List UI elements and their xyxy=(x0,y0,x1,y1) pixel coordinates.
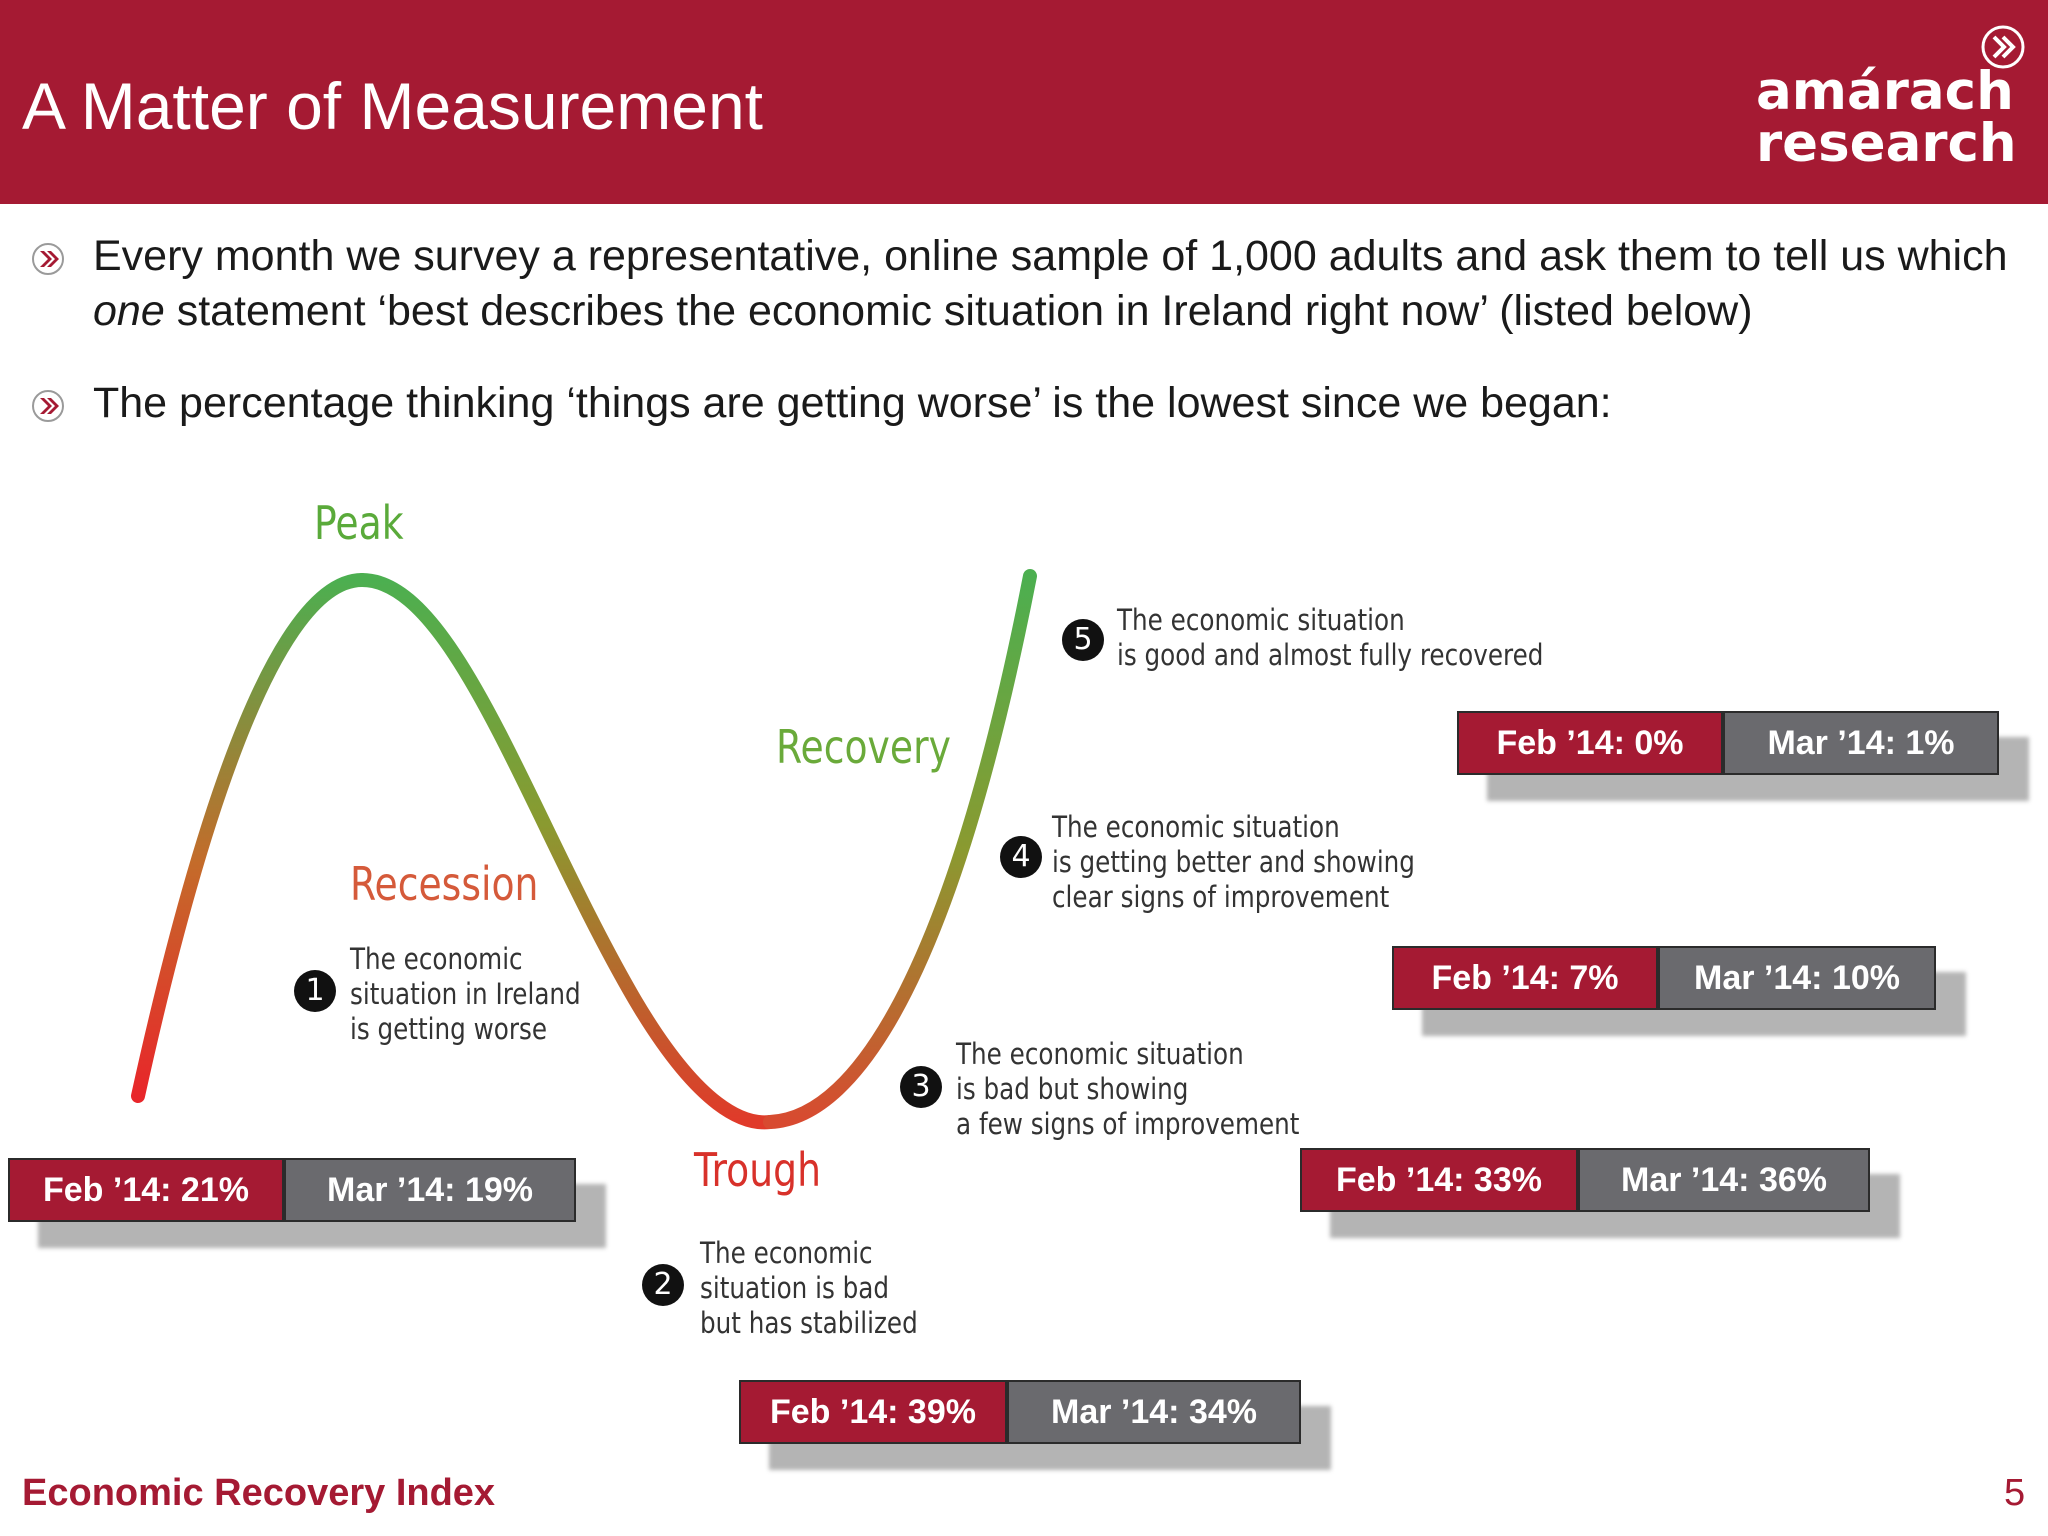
phase-label-recession: Recession xyxy=(350,857,539,911)
logo-line-2: research xyxy=(1756,113,2017,174)
logo-line-1: amárach xyxy=(1756,61,2014,122)
statement-1-line: situation in Ireland xyxy=(350,977,581,1011)
stat-1-mar: Mar ’14: 19% xyxy=(284,1158,576,1222)
chevron-circle-icon xyxy=(1981,25,2025,69)
bullet-1-text: Every month we survey a representative, … xyxy=(93,229,2020,339)
statement-1-line: The economic xyxy=(350,942,523,976)
statement-2-line: but has stabilized xyxy=(700,1306,918,1340)
bullet-2-text: The percentage thinking ‘things are gett… xyxy=(93,379,1612,427)
phase-label-peak: Peak xyxy=(314,496,404,550)
stat-5-feb: Feb ’14: 0% xyxy=(1457,711,1723,775)
slide-title: A Matter of Measurement xyxy=(22,69,763,143)
phase-label-recovery: Recovery xyxy=(776,720,951,774)
phase-label-trough: Trough xyxy=(694,1143,822,1197)
statement-1-line: is getting worse xyxy=(350,1012,548,1046)
statement-4-number: 4 xyxy=(1000,836,1042,878)
statement-3-text: The economic situation is bad but showin… xyxy=(956,1037,1299,1142)
statement-3-line: The economic situation xyxy=(956,1037,1244,1071)
statement-5-number: 5 xyxy=(1062,619,1104,661)
statement-3-line: a few signs of improvement xyxy=(956,1107,1300,1141)
stat-4-feb: Feb ’14: 7% xyxy=(1392,946,1658,1010)
stat-box-2: Feb ’14: 39% Mar ’14: 34% xyxy=(739,1380,1331,1470)
stat-box-1: Feb ’14: 21% Mar ’14: 19% xyxy=(8,1158,606,1248)
statement-2-line: situation is bad xyxy=(700,1271,890,1305)
bullet-2: The percentage thinking ‘things are gett… xyxy=(30,376,2020,431)
statement-4-text: The economic situation is getting better… xyxy=(1052,810,1415,915)
statement-3-number: 3 xyxy=(900,1066,942,1108)
stat-3-feb: Feb ’14: 33% xyxy=(1300,1148,1578,1212)
statement-2-line: The economic xyxy=(700,1236,873,1270)
statement-3-line: is bad but showing xyxy=(956,1072,1189,1106)
statement-1-text: The economic situation in Ireland is get… xyxy=(350,942,581,1047)
company-logo: amárach research xyxy=(1756,61,2017,174)
stat-box-3: Feb ’14: 33% Mar ’14: 36% xyxy=(1300,1148,1900,1238)
header-bar: A Matter of Measurement amárach research xyxy=(0,0,2048,204)
stat-box-5: Feb ’14: 0% Mar ’14: 1% xyxy=(1457,711,2029,801)
statement-1-number: 1 xyxy=(294,970,336,1012)
stat-2-feb: Feb ’14: 39% xyxy=(739,1380,1007,1444)
statement-4-line: is getting better and showing xyxy=(1052,845,1415,879)
stat-box-4: Feb ’14: 7% Mar ’14: 10% xyxy=(1392,946,1966,1036)
stat-1-feb: Feb ’14: 21% xyxy=(8,1158,284,1222)
stat-5-mar: Mar ’14: 1% xyxy=(1723,711,1999,775)
statement-5-text: The economic situation is good and almos… xyxy=(1117,603,1543,673)
bullet-chevron-icon xyxy=(32,390,64,422)
stat-2-mar: Mar ’14: 34% xyxy=(1007,1380,1301,1444)
statement-5-line: is good and almost fully recovered xyxy=(1117,638,1544,672)
bullet-1-part1: Every month we survey a representative, … xyxy=(93,232,2008,280)
statement-5-line: The economic situation xyxy=(1117,603,1405,637)
stat-4-mar: Mar ’14: 10% xyxy=(1658,946,1936,1010)
bullet-1-emphasis: one xyxy=(93,287,165,335)
bullet-1: Every month we survey a representative, … xyxy=(30,229,2020,339)
page-number: 5 xyxy=(2004,1472,2026,1514)
statement-2-text: The economic situation is bad but has st… xyxy=(700,1236,918,1341)
bullet-1-part2: statement ‘best describes the economic s… xyxy=(164,287,1753,335)
footer-label: Economic Recovery Index xyxy=(22,1472,496,1514)
statement-4-line: The economic situation xyxy=(1052,810,1340,844)
statement-4-line: clear signs of improvement xyxy=(1052,880,1390,914)
statement-2-number: 2 xyxy=(642,1264,684,1306)
stat-3-mar: Mar ’14: 36% xyxy=(1578,1148,1870,1212)
bullet-chevron-icon xyxy=(32,243,64,275)
